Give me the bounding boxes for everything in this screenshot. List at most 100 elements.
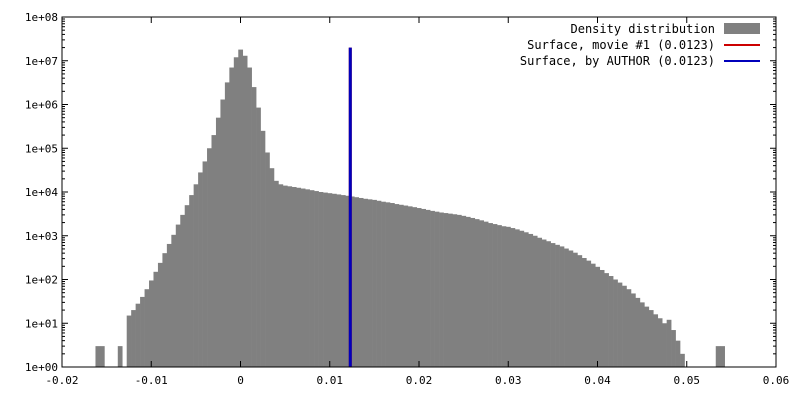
histogram-bar-69 [421,208,426,367]
histogram-bar-107 [590,263,596,367]
histogram-bar-33 [260,130,266,367]
histogram-bar-26 [229,67,235,367]
histogram-bar-102 [568,250,574,367]
histogram-bar-98 [550,243,556,367]
x-tick-label-8: 0.06 [763,374,790,387]
histogram-bar-0 [95,346,101,367]
x-tick-label-2: 0 [237,374,244,387]
histogram-bar-73 [439,212,444,367]
histogram-bar-18 [193,184,199,367]
y-tick-label-0: 1e+00 [25,361,58,374]
histogram-bar-46 [318,192,324,367]
histogram-bar-36 [273,180,279,367]
histogram-bar-116 [630,293,636,367]
histogram-bar-15 [180,214,186,367]
y-tick-labels: 1e+00 1e+01 1e+02 1e+03 1e+04 1e+05 1e+06 1e+07… [25,11,58,374]
histogram-bar-84 [488,223,493,367]
histogram-bar-123 [662,323,667,367]
histogram-bar-77 [456,214,462,367]
histogram-bar-95 [537,237,543,367]
histogram-bar-79 [465,216,471,367]
histogram-bar-48 [327,193,333,367]
histogram-bar-1 [99,346,105,367]
histogram-bar-105 [581,258,587,367]
histogram-bar-64 [398,204,404,367]
histogram-bar-4 [131,310,136,367]
histogram-bar-43 [305,189,310,367]
histogram-bar-124 [666,319,672,367]
histogram-bar-88 [506,226,511,367]
histogram-bar-127 [680,353,685,367]
histogram-bar-67 [412,207,418,367]
histogram-bar-115 [626,289,632,367]
histogram-bar-104 [577,255,583,367]
histogram-bar-99 [555,244,560,367]
histogram-bar-20 [202,161,208,367]
x-tick-label-0: -0.02 [45,374,78,387]
histogram-bar-54 [354,197,360,367]
histogram-bar-122 [657,318,663,367]
y-tick-label-1: 1e+01 [25,317,58,330]
histogram-bar-7 [144,289,150,367]
histogram-bar-118 [639,302,645,367]
histogram-bar-113 [617,282,623,367]
histogram-bar-97 [546,241,551,367]
x-tick-label-4: 0.02 [406,374,433,387]
legend: Density distribution Surface, movie #1 (… [520,22,760,68]
histogram-bar-41 [296,187,302,367]
histogram-bar-94 [532,235,538,367]
histogram-bars [95,49,725,368]
histogram-bar-13 [171,234,177,367]
histogram-bar-70 [425,209,431,367]
histogram-bar-120 [648,310,654,367]
histogram-bar-74 [443,213,449,367]
histogram-bar-114 [622,285,627,367]
histogram-bar-91 [519,230,525,367]
histogram-bar-76 [452,214,458,367]
histogram-bar-11 [162,253,168,367]
histogram-bar-21 [207,148,212,367]
histogram-bar-96 [541,239,547,367]
histogram-bar-86 [497,225,502,367]
histogram-bar-27 [233,57,239,367]
histogram-bar-14 [175,224,181,367]
histogram-bar-29 [242,55,248,367]
histogram-bar-47 [323,192,328,367]
histogram-bar-57 [367,199,373,367]
histogram-bar-60 [381,201,386,367]
x-tick-label-5: 0.03 [495,374,522,387]
histogram-bar-65 [403,205,409,367]
histogram-bar-34 [265,152,270,367]
histogram-bar-89 [510,228,516,367]
histogram-bar-92 [523,232,529,367]
histogram-bar-39 [287,186,293,367]
histogram-bar-121 [653,314,659,367]
histogram-bar-56 [363,198,368,367]
y-tick-label-2: 1e+02 [25,274,58,287]
histogram-bar-78 [461,215,467,367]
x-tick-label-1: -0.01 [135,374,168,387]
histogram-bar-49 [331,193,337,367]
histogram-bar-71 [430,210,435,367]
histogram-bar-128 [715,346,721,367]
histogram-bar-90 [514,229,520,367]
legend-label-movie: Surface, movie #1 (0.0123) [527,38,715,52]
histogram-bar-40 [291,187,297,367]
histogram-bar-6 [140,296,145,367]
histogram-bar-58 [372,199,377,367]
histogram-bar-109 [599,269,605,367]
histogram-bar-111 [608,276,614,367]
histogram-bar-38 [282,185,288,367]
histogram-bar-59 [376,200,382,367]
x-tick-label-7: 0.05 [674,374,701,387]
histogram-bar-45 [314,191,319,367]
histogram-bar-125 [671,330,676,367]
histogram-bar-75 [448,213,453,367]
histogram-bar-63 [394,204,400,367]
histogram-bar-32 [256,107,261,367]
y-tick-label-5: 1e+05 [25,142,58,155]
histogram-bar-8 [149,280,154,367]
histogram-bar-53 [349,196,355,367]
histogram-bar-85 [492,224,498,367]
